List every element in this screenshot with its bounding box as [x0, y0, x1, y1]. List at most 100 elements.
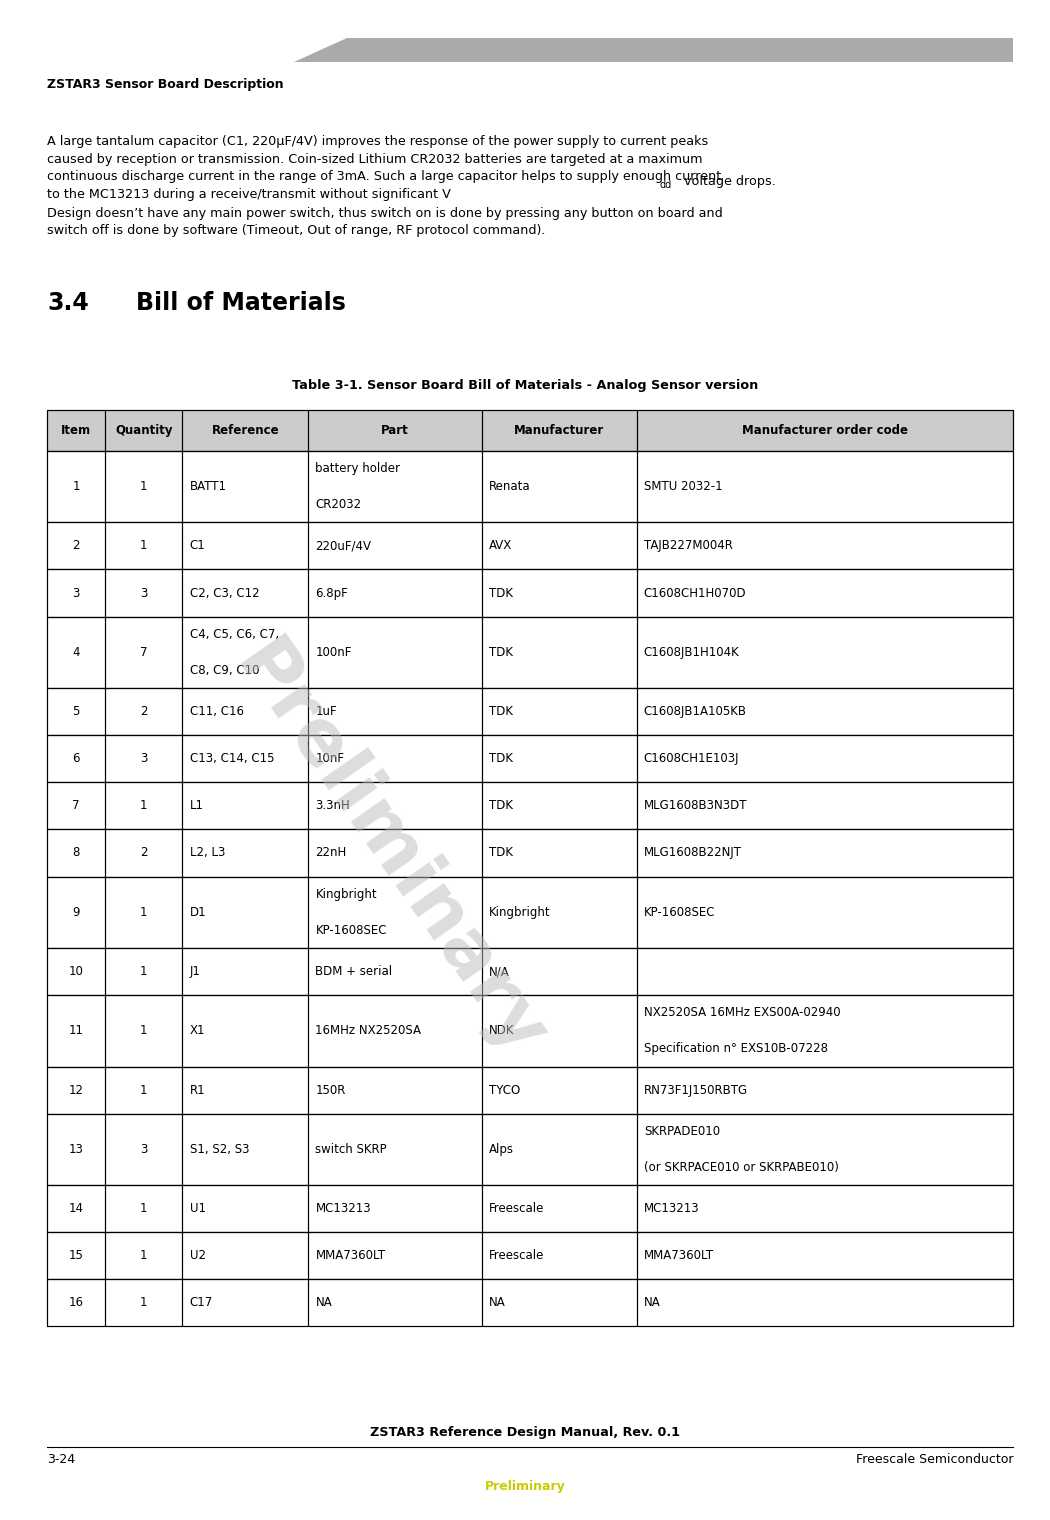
Bar: [47, 1114, 105, 1186]
Text: 22nH: 22nH: [315, 847, 346, 859]
Bar: [636, 783, 1013, 830]
Text: Preliminary: Preliminary: [218, 631, 559, 1072]
Bar: [47, 948, 1013, 996]
Text: Freescale Semiconductor: Freescale Semiconductor: [856, 1453, 1013, 1467]
Bar: [308, 617, 482, 689]
Text: 1: 1: [140, 1024, 148, 1037]
Bar: [482, 830, 636, 877]
Bar: [308, 1233, 482, 1280]
Text: 9: 9: [72, 906, 80, 918]
Text: NA: NA: [489, 1297, 506, 1309]
Text: MLG1608B22NJT: MLG1608B22NJT: [644, 847, 742, 859]
Text: 12: 12: [68, 1084, 84, 1096]
Text: X1: X1: [190, 1024, 206, 1037]
Bar: [105, 451, 183, 523]
Bar: [308, 736, 482, 783]
Text: 7: 7: [72, 800, 80, 812]
Text: MC13213: MC13213: [644, 1202, 699, 1214]
Bar: [183, 523, 308, 570]
Text: NA: NA: [315, 1297, 332, 1309]
Bar: [308, 1067, 482, 1114]
Bar: [636, 996, 1013, 1067]
Text: Design doesn’t have any main power switch, thus switch on is done by pressing an: Design doesn’t have any main power switc…: [47, 207, 723, 237]
Text: C1608CH1E103J: C1608CH1E103J: [644, 752, 739, 765]
Text: 11: 11: [68, 1024, 84, 1037]
Text: 1: 1: [140, 540, 148, 552]
Bar: [636, 1233, 1013, 1280]
Bar: [47, 1233, 1013, 1280]
Bar: [482, 996, 636, 1067]
Bar: [47, 617, 105, 689]
Text: AVX: AVX: [489, 540, 512, 552]
Bar: [308, 451, 482, 523]
Bar: [105, 1280, 183, 1327]
Bar: [636, 1067, 1013, 1114]
Text: 1: 1: [140, 1202, 148, 1214]
Text: Table 3-1. Sensor Board Bill of Materials - Analog Sensor version: Table 3-1. Sensor Board Bill of Material…: [292, 380, 758, 392]
Bar: [482, 877, 636, 948]
Bar: [47, 736, 105, 783]
Text: Kingbright: Kingbright: [489, 906, 551, 918]
Bar: [105, 948, 183, 996]
Bar: [183, 783, 308, 830]
Text: C2, C3, C12: C2, C3, C12: [190, 587, 259, 599]
Text: 1: 1: [140, 1084, 148, 1096]
Bar: [183, 570, 308, 617]
Text: S1, S2, S3: S1, S2, S3: [190, 1143, 249, 1155]
Bar: [183, 410, 308, 451]
Bar: [47, 877, 105, 948]
Text: Freescale: Freescale: [489, 1249, 545, 1262]
Text: 2: 2: [140, 705, 148, 717]
Text: TDK: TDK: [489, 847, 513, 859]
Text: C4, C5, C6, C7,: C4, C5, C6, C7,: [190, 628, 279, 641]
Text: A large tantalum capacitor (C1, 220μF/4V) improves the response of the power sup: A large tantalum capacitor (C1, 220μF/4V…: [47, 135, 721, 201]
Text: C1: C1: [190, 540, 206, 552]
Bar: [482, 1280, 636, 1327]
Bar: [47, 1067, 1013, 1114]
Text: 1: 1: [72, 480, 80, 492]
Bar: [105, 736, 183, 783]
Bar: [482, 689, 636, 736]
Bar: [183, 1186, 308, 1233]
Bar: [47, 523, 105, 570]
Polygon shape: [294, 38, 1013, 62]
Bar: [47, 570, 1013, 617]
Text: Item: Item: [61, 424, 91, 436]
Text: SMTU 2032-1: SMTU 2032-1: [644, 480, 722, 492]
Text: voltage drops.: voltage drops.: [680, 175, 776, 188]
Bar: [636, 689, 1013, 736]
Bar: [308, 570, 482, 617]
Text: 150R: 150R: [315, 1084, 345, 1096]
Text: 1: 1: [140, 1297, 148, 1309]
Text: C1608CH1H070D: C1608CH1H070D: [644, 587, 747, 599]
Text: Reference: Reference: [211, 424, 279, 436]
Bar: [183, 948, 308, 996]
Text: TDK: TDK: [489, 800, 513, 812]
Bar: [47, 451, 105, 523]
Bar: [183, 996, 308, 1067]
Text: D1: D1: [190, 906, 207, 918]
Bar: [105, 1186, 183, 1233]
Text: N/A: N/A: [489, 965, 510, 977]
Bar: [105, 570, 183, 617]
Text: KP-1608SEC: KP-1608SEC: [644, 906, 715, 918]
Bar: [482, 410, 636, 451]
Text: ZSTAR3 Sensor Board Description: ZSTAR3 Sensor Board Description: [47, 78, 284, 91]
Text: switch SKRP: switch SKRP: [315, 1143, 387, 1155]
Bar: [47, 783, 105, 830]
Bar: [482, 1186, 636, 1233]
Bar: [47, 877, 1013, 948]
Text: 5: 5: [72, 705, 80, 717]
Text: 1: 1: [140, 800, 148, 812]
Bar: [636, 877, 1013, 948]
Bar: [636, 410, 1013, 451]
Text: Renata: Renata: [489, 480, 531, 492]
Bar: [636, 1186, 1013, 1233]
Text: Part: Part: [381, 424, 408, 436]
Bar: [482, 617, 636, 689]
Text: MMA7360LT: MMA7360LT: [315, 1249, 385, 1262]
Bar: [636, 736, 1013, 783]
Bar: [47, 689, 1013, 736]
Bar: [105, 689, 183, 736]
Bar: [105, 877, 183, 948]
